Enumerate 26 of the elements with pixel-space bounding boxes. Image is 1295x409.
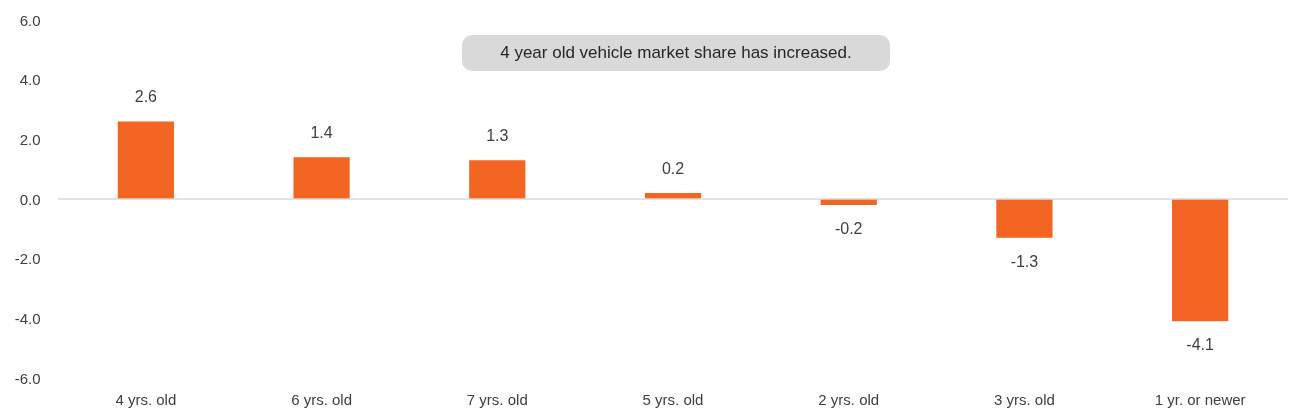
data-label: 0.2 [661, 160, 685, 178]
bar [293, 157, 350, 199]
y-tick-label: 0.0 [19, 190, 41, 208]
x-tick-label: 7 yrs. old [466, 390, 528, 408]
data-label: -4.1 [1186, 336, 1215, 354]
x-tick-label: 2 yrs. old [818, 390, 880, 408]
bar [1172, 199, 1229, 322]
y-tick-label: 4.0 [19, 71, 41, 89]
x-tick-label: 5 yrs. old [642, 390, 704, 408]
x-tick-label: 6 yrs. old [291, 390, 352, 408]
y-tick-label: 6.0 [19, 11, 41, 29]
y-tick-label: -4.0 [14, 309, 41, 327]
x-tick-label: 1 yr. or newer [1154, 390, 1246, 408]
y-tick-label: 2.0 [19, 130, 41, 148]
y-tick-label: -6.0 [14, 369, 41, 387]
x-tick-label: 4 yrs. old [115, 390, 177, 408]
data-label: 1.4 [310, 124, 333, 142]
bar [469, 160, 526, 199]
bar [117, 121, 174, 199]
data-label: 2.6 [134, 88, 158, 106]
y-tick-label: -2.0 [14, 250, 41, 268]
data-label: 1.3 [486, 127, 509, 145]
data-label: -1.3 [1010, 252, 1039, 270]
x-tick-label: 3 yrs. old [994, 390, 1055, 408]
bar [996, 199, 1053, 238]
data-label: -0.2 [834, 219, 863, 237]
